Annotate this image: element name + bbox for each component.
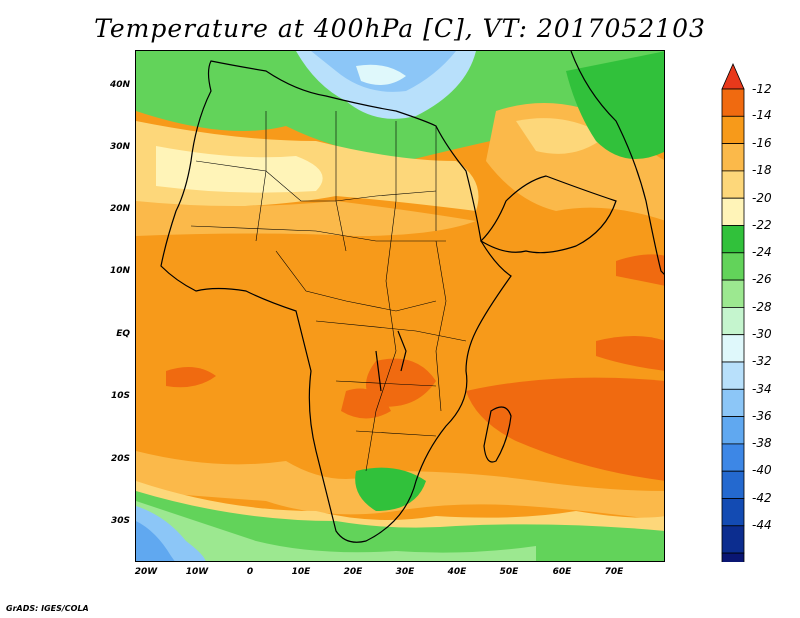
- colorbar-label: -38: [752, 436, 772, 450]
- y-tick-label: EQ: [116, 329, 130, 339]
- y-tick-label: 30S: [110, 516, 130, 526]
- coastlines: [160, 51, 664, 543]
- colorbar-label: -30: [752, 327, 772, 341]
- colorbar-label: -16: [752, 136, 772, 150]
- colorbar-label: -42: [752, 491, 772, 505]
- temperature-field: [136, 51, 664, 561]
- country-borders: [190, 111, 467, 472]
- colorbar-label: -34: [752, 382, 772, 396]
- colorbar-swatch: [721, 361, 745, 390]
- x-tick-label: 20W: [134, 567, 158, 577]
- y-tick-label: 10N: [109, 266, 130, 276]
- colorbar-swatch: [721, 470, 745, 499]
- colorbar-swatch: [721, 443, 745, 472]
- y-tick-label: 40N: [109, 80, 130, 90]
- colorbar-swatch: [721, 388, 745, 417]
- map-title: Temperature at 400hPa [C], VT: 201705210…: [94, 14, 706, 43]
- x-tick-label: 40E: [447, 567, 467, 577]
- colorbar-label: -12: [752, 82, 772, 96]
- colorbar: [721, 63, 745, 562]
- colorbar-label: -24: [752, 245, 772, 259]
- temperature-map: [135, 50, 665, 562]
- colorbar-label: -40: [752, 463, 772, 477]
- colorbar-label: -32: [752, 354, 772, 368]
- colorbar-label: -36: [752, 409, 772, 423]
- colorbar-swatch: [721, 88, 745, 117]
- colorbar-swatch: [721, 170, 745, 199]
- colorbar-label: -20: [752, 191, 772, 205]
- x-tick-label: 50E: [499, 567, 519, 577]
- y-tick-label: 10S: [110, 391, 130, 401]
- colorbar-swatch: [721, 63, 745, 90]
- colorbar-label: -44: [752, 518, 772, 532]
- colorbar-swatch: [721, 498, 745, 527]
- y-tick-label: 20N: [109, 204, 130, 214]
- colorbar-swatch: [721, 552, 745, 562]
- colorbar-label: -18: [752, 163, 772, 177]
- y-tick-label: 30N: [109, 142, 130, 152]
- colorbar-label: -28: [752, 300, 772, 314]
- colorbar-swatch: [721, 143, 745, 172]
- x-tick-label: 30E: [395, 567, 415, 577]
- colorbar-swatch: [721, 252, 745, 281]
- x-tick-label: 0: [246, 567, 254, 577]
- x-tick-label: 70E: [604, 567, 624, 577]
- colorbar-swatch: [721, 115, 745, 144]
- colorbar-swatch: [721, 525, 745, 554]
- colorbar-swatch: [721, 197, 745, 226]
- y-tick-label: 20S: [110, 454, 130, 464]
- colorbar-label: -26: [752, 272, 772, 286]
- colorbar-swatch: [721, 334, 745, 363]
- x-tick-label: 60E: [552, 567, 572, 577]
- colorbar-swatch: [721, 306, 745, 336]
- x-tick-label: 20E: [343, 567, 363, 577]
- colorbar-label: -14: [752, 108, 772, 122]
- grads-credit: GrADS: IGES/COLA: [6, 604, 89, 613]
- colorbar-swatch: [721, 416, 745, 445]
- colorbar-swatch: [721, 225, 745, 254]
- colorbar-label: -22: [752, 218, 772, 232]
- x-tick-label: 10W: [185, 567, 209, 577]
- x-tick-label: 10E: [291, 567, 311, 577]
- colorbar-swatch: [721, 279, 745, 308]
